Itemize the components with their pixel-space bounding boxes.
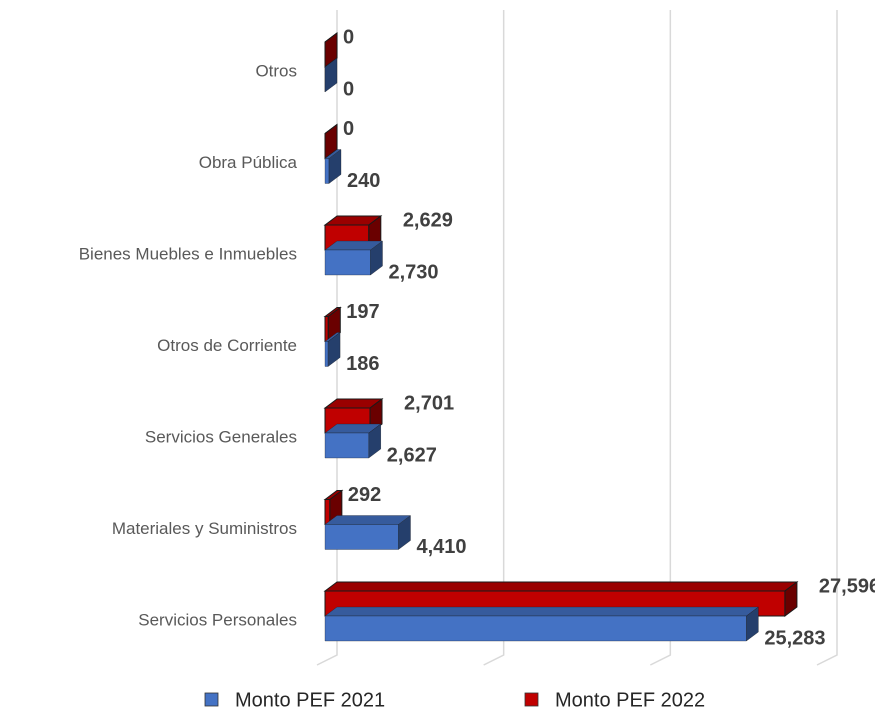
value-label: 2,701 [404,392,454,414]
category-label: Servicios Generales [145,427,297,446]
bar [324,149,342,184]
value-label: 4,410 [417,536,467,558]
category-label: Materiales y Suministros [112,519,297,538]
category-label: Obra Pública [199,153,298,172]
value-label: 25,283 [764,627,825,649]
grid-line [816,10,838,666]
bar-top [324,606,759,617]
value-label: 0 [343,26,354,48]
bar [324,606,759,642]
bar-side [370,240,383,276]
bar-side [398,515,411,550]
bar-front [324,499,331,525]
bar-side [327,332,341,367]
value-label: 0 [343,118,354,140]
value-label: 186 [346,353,379,375]
value-label: 2,627 [387,444,437,466]
category-label: Otros [255,61,297,80]
bar-top [324,515,411,525]
value-label: 0 [343,78,354,100]
legend-swatch [204,692,219,707]
bar [324,515,411,550]
bar-front [324,158,330,184]
legend-label: Monto PEF 2021 [235,689,385,711]
bar [324,332,341,367]
bar-front [324,341,329,367]
grid-line [649,10,672,666]
value-label: 2,629 [403,209,453,231]
legend-label: Monto PEF 2022 [555,689,705,711]
bar-side [746,606,759,642]
grid-line [483,10,505,666]
bar-front [324,432,369,459]
bar-top [323,581,799,592]
bar-front [324,615,747,642]
value-label: 292 [348,484,381,506]
bar-front [324,524,399,550]
category-label: Otros de Corriente [157,336,297,355]
bar-side [368,423,381,459]
value-label: 240 [347,170,380,192]
bar [324,57,338,93]
category-label: Bienes Muebles e Inmuebles [79,244,297,263]
value-label: 27,596 [819,575,875,597]
bar-side [784,581,798,617]
bar [324,240,383,276]
bar-side [324,57,338,93]
value-label: 197 [346,301,379,323]
category-label: Servicios Personales [138,610,297,629]
bar-side [328,149,342,184]
legend-swatch [524,692,539,707]
bar-front [324,249,371,276]
bar [324,423,382,459]
bar [324,32,338,68]
value-label: 2,730 [389,261,439,283]
